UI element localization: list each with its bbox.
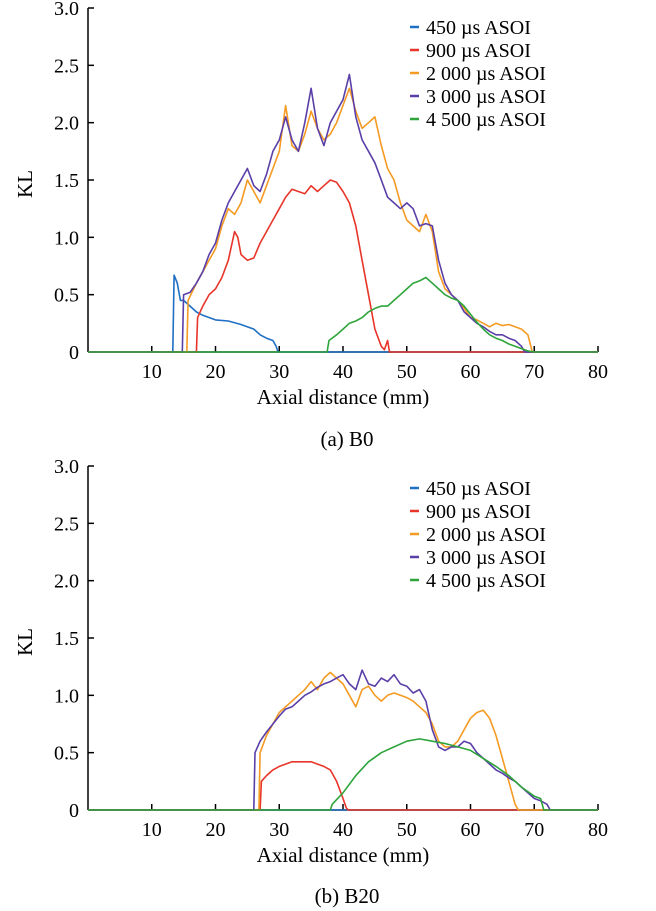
series-line-900-s-asoi (88, 761, 598, 811)
x-tick-label: 40 (333, 361, 353, 383)
x-tick-label: 70 (524, 361, 544, 383)
series-line-4-500-s-asoi (88, 276, 598, 353)
x-tick-label: 50 (397, 819, 417, 841)
x-tick-label: 10 (142, 361, 162, 383)
series-line-3-000-s-asoi (88, 73, 598, 353)
y-tick-label: 0 (69, 342, 79, 364)
y-tick-label: 2.0 (54, 113, 79, 135)
y-tick-label: 1.5 (54, 628, 79, 650)
panel-b-b20: 0 0.5 1.0 1.5 2.0 2.5 3.0 10 20 30 40 50 60 70 80 Axial… (13, 456, 608, 908)
x-tick-label: 60 (461, 361, 481, 383)
panel-caption: (a) B0 (320, 427, 373, 451)
legend-label: 900 µs ASOI (426, 501, 531, 523)
y-tick-label: 1.5 (54, 170, 79, 192)
x-tick-label: 50 (397, 361, 417, 383)
series-line-2-000-s-asoi (88, 87, 598, 353)
legend-label: 450 µs ASOI (426, 17, 531, 39)
y-axis-label: KL (13, 628, 37, 656)
series-line-4-500-s-asoi (88, 738, 598, 811)
legend-label: 3 000 µs ASOI (426, 86, 546, 108)
x-tick-label: 40 (333, 819, 353, 841)
legend-label: 450 µs ASOI (426, 478, 531, 500)
panel-a-b0: 0 0.5 1.0 1.5 2.0 2.5 3.0 10 20 30 40 50 60 70 80 Axial… (13, 0, 608, 451)
panel-caption: (b) B20 (315, 884, 380, 908)
legend-label: 900 µs ASOI (426, 40, 531, 62)
y-tick-label: 0 (69, 800, 79, 822)
y-tick-label: 2.5 (54, 55, 79, 77)
series-line-450-s-asoi (88, 274, 598, 353)
x-tick-label: 20 (206, 819, 226, 841)
y-axis-label: KL (13, 170, 37, 198)
legend-label: 3 000 µs ASOI (426, 547, 546, 569)
y-tick-label: 3.0 (54, 456, 79, 478)
x-tick-label: 80 (588, 819, 608, 841)
x-axis-label: Axial distance (mm) (257, 385, 430, 409)
y-tick-label: 0.5 (54, 743, 79, 765)
series-line-2-000-s-asoi (88, 671, 598, 811)
legend-label: 4 500 µs ASOI (426, 570, 546, 592)
y-tick-label: 2.5 (54, 513, 79, 535)
y-tick-label: 2.0 (54, 571, 79, 593)
x-tick-label: 30 (269, 819, 289, 841)
y-tick-label: 3.0 (54, 0, 79, 20)
y-tick-label: 1.0 (54, 685, 79, 707)
legend-label: 2 000 µs ASOI (426, 524, 546, 546)
legend-label: 4 500 µs ASOI (426, 109, 546, 131)
series-line-3-000-s-asoi (88, 669, 598, 811)
x-tick-label: 30 (269, 361, 289, 383)
x-tick-label: 70 (524, 819, 544, 841)
y-tick-label: 0.5 (54, 285, 79, 307)
x-tick-label: 60 (461, 819, 481, 841)
x-tick-label: 10 (142, 819, 162, 841)
x-tick-label: 20 (206, 361, 226, 383)
x-axis-label: Axial distance (mm) (257, 843, 430, 867)
series-line-900-s-asoi (88, 179, 598, 353)
x-tick-label: 80 (588, 361, 608, 383)
legend-label: 2 000 µs ASOI (426, 63, 546, 85)
y-tick-label: 1.0 (54, 227, 79, 249)
